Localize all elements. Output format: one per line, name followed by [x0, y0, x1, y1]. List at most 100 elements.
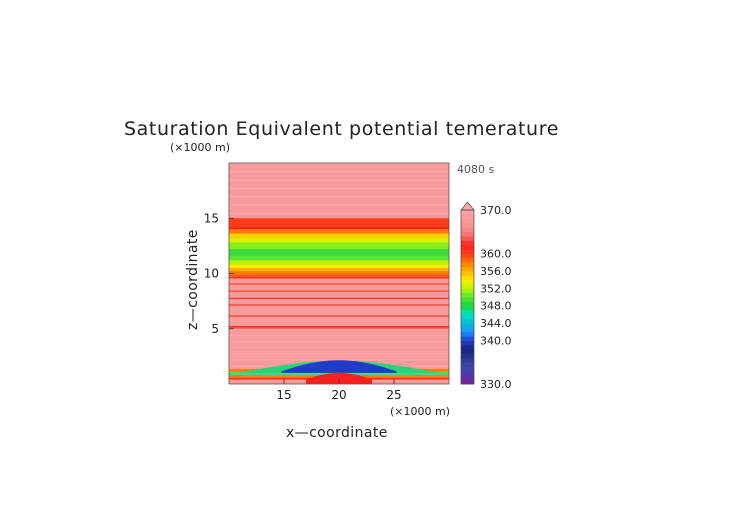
- colorbar-segment: [461, 362, 474, 367]
- colorbar-segment: [461, 314, 474, 320]
- heatmap-band: [229, 327, 449, 330]
- cold-dome-core: [281, 360, 397, 373]
- colorbar-segment: [461, 236, 474, 241]
- colorbar-segment: [461, 340, 474, 346]
- colorbar-label: 330.0: [480, 378, 512, 391]
- heatmap-band: [229, 304, 449, 306]
- colorbar-segment: [461, 336, 474, 341]
- heatmap-band: [229, 238, 449, 243]
- colorbar-segment: [461, 253, 474, 259]
- colorbar-label: 344.0: [480, 317, 512, 330]
- colorbar-segment: [461, 266, 474, 272]
- x-axis-label: x—coordinate: [286, 425, 388, 441]
- heatmap-band: [229, 271, 449, 275]
- heatmap-stripe: [229, 196, 449, 198]
- x-axis-unit: (×1000 m): [390, 405, 450, 418]
- heatmap-stripe: [229, 353, 449, 355]
- heatmap-band: [229, 264, 449, 268]
- colorbar-segment: [461, 240, 474, 246]
- colorbar-segment: [461, 223, 474, 228]
- colorbar-segment: [461, 331, 474, 337]
- heatmap-band: [229, 325, 449, 328]
- colorbar-segment: [461, 349, 474, 354]
- heatmap-band: [229, 260, 449, 265]
- y-axis: 5 10 15: [204, 211, 234, 336]
- heatmap-stripe: [229, 329, 449, 330]
- colorbar-segment: [461, 231, 474, 237]
- heatmap-stripe: [229, 179, 449, 181]
- colorbar-segment: [461, 353, 474, 359]
- colorbar-segment: [461, 305, 474, 311]
- heatmap-band: [229, 276, 449, 279]
- colorbar-segment: [461, 249, 474, 254]
- heatmap-band: [229, 267, 449, 272]
- time-label: 4080 s: [457, 163, 494, 176]
- colorbar-segment: [461, 244, 474, 250]
- heatmap-stripe: [229, 341, 449, 343]
- colorbar-segment: [461, 279, 474, 285]
- heatmap-band: [229, 227, 449, 230]
- heatmap-stripe: [229, 359, 449, 361]
- x-tick-label: 15: [276, 388, 291, 402]
- colorbar-segment: [461, 288, 474, 294]
- heatmap-stripe: [229, 188, 449, 189]
- heatmap-band: [229, 315, 449, 317]
- colorbar-segment: [461, 357, 474, 363]
- colorbar-segment: [461, 283, 474, 289]
- colorbar-segment: [461, 270, 474, 276]
- colorbar-segment: [461, 344, 474, 350]
- colorbar-segment: [461, 275, 474, 280]
- colorbar-label: 356.0: [480, 265, 512, 278]
- colorbar: 370.0 360.0 356.0 352.0 348.0 344.0 340.0 330.0: [460, 201, 512, 391]
- colorbar-segment: [461, 370, 474, 376]
- x-axis: 15 20 25: [276, 379, 402, 402]
- heatmap-stripe: [229, 212, 449, 214]
- colorbar-segment: [461, 297, 474, 302]
- colorbar-label: 348.0: [480, 300, 512, 313]
- heatmap-band: [229, 218, 449, 228]
- chart-title: Saturation Equivalent potential temeratu…: [124, 118, 559, 140]
- heatmap-band: [229, 297, 449, 299]
- colorbar-segment: [461, 323, 474, 328]
- y-tick-label: 10: [204, 267, 219, 281]
- x-tick-label: 20: [331, 388, 346, 402]
- colorbar-extend-arrow: [460, 201, 475, 211]
- colorbar-segment: [461, 214, 474, 220]
- colorbar-segment: [461, 310, 474, 315]
- colorbar-label: 370.0: [480, 204, 512, 217]
- x-tick-label: 25: [386, 388, 401, 402]
- colorbar-segment: [461, 301, 474, 307]
- heatmap-stripe: [229, 335, 449, 336]
- colorbar-label: 360.0: [480, 248, 512, 261]
- heatmap-band: [229, 242, 449, 250]
- colorbar-segment: [461, 327, 474, 333]
- heatmap-band: [229, 290, 449, 292]
- heatmap-stripe: [229, 347, 449, 349]
- colorbar-segment: [461, 292, 474, 298]
- y-axis-label: z—coordinate: [185, 229, 201, 330]
- colorbar-label: 340.0: [480, 335, 512, 348]
- heatmap-stripe: [229, 163, 449, 164]
- colorbar-segment: [461, 318, 474, 324]
- heatmap-band: [229, 233, 449, 239]
- heatmap-band: [229, 283, 449, 285]
- heatmap-band: [229, 229, 449, 234]
- y-axis-unit: (×1000 m): [170, 141, 230, 154]
- heatmap-band: [229, 274, 449, 277]
- colorbar-segment: [461, 210, 474, 215]
- colorbar-label: 352.0: [480, 282, 512, 295]
- colorbar-segment: [461, 257, 474, 263]
- heatmap-band: [229, 249, 449, 256]
- heatmap-stripe: [229, 204, 449, 206]
- plot-area: [228, 162, 450, 385]
- y-tick-label: 15: [204, 211, 219, 225]
- colorbar-segment: [461, 366, 474, 372]
- colorbar-segment: [461, 379, 474, 385]
- surface-warm-anomaly: [306, 372, 372, 384]
- colorbar-segment: [461, 227, 474, 233]
- colorbar-segment: [461, 375, 474, 381]
- heatmap-band: [229, 255, 449, 261]
- colorbar-segment: [461, 262, 474, 267]
- colorbar-segment: [461, 218, 474, 224]
